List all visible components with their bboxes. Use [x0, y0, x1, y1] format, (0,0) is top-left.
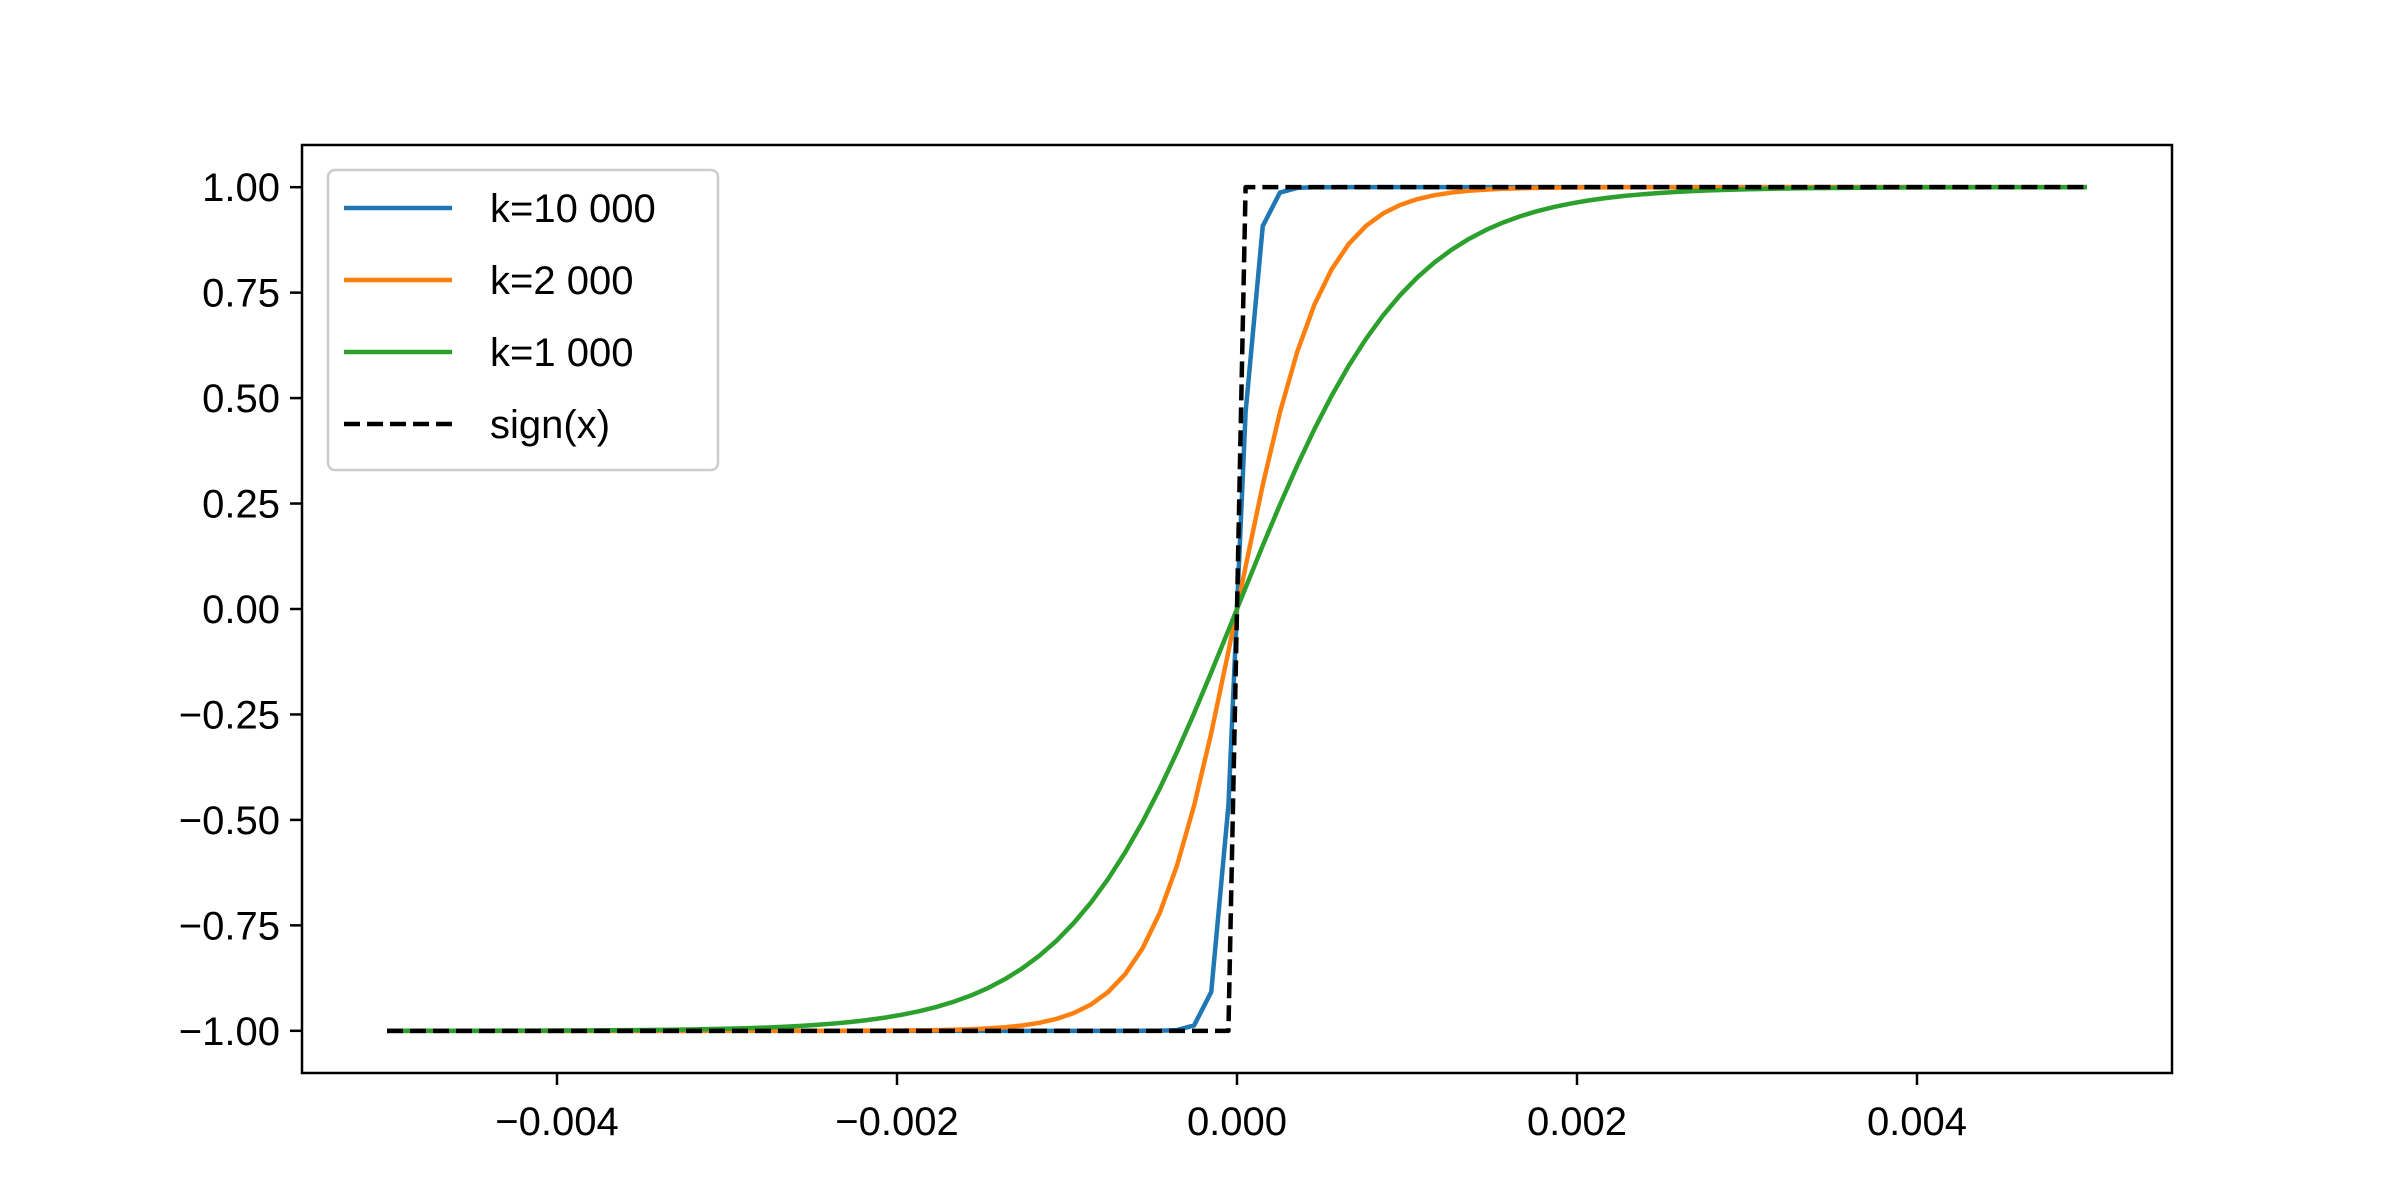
x-tick-label: 0.004 [1867, 1100, 1967, 1144]
x-axis: −0.004 −0.002 0.000 0.002 0.004 [495, 1073, 1967, 1144]
y-axis: 1.00 0.75 0.50 0.25 0.00 −0.25 −0.50 −0.75 −1.00 [179, 166, 302, 1054]
y-tick-label: −0.25 [179, 693, 280, 737]
legend-label-4: sign(x) [490, 403, 610, 447]
y-tick-label: 1.00 [202, 166, 280, 210]
series-layer [386, 184, 2088, 1034]
y-tick-label: −1.00 [179, 1010, 280, 1054]
x-tick-label: 0.002 [1527, 1100, 1627, 1144]
y-tick-label: −0.50 [179, 799, 280, 843]
series-line-4 [387, 184, 2087, 1034]
x-tick-label: 0.000 [1187, 1100, 1287, 1144]
y-tick-label: −0.75 [179, 904, 280, 948]
y-tick-label: 0.25 [202, 483, 280, 527]
legend-label-1: k=10 000 [490, 187, 656, 231]
y-tick-label: 0.75 [202, 272, 280, 316]
y-tick-label: 0.00 [202, 588, 280, 632]
legend: k=10 000 k=2 000 k=1 000 sign(x) [326, 168, 720, 472]
legend-label-3: k=1 000 [490, 331, 633, 375]
legend-label-2: k=2 000 [490, 259, 633, 303]
legend-box [326, 168, 720, 472]
x-tick-label: −0.004 [495, 1100, 618, 1144]
y-tick-label: 0.50 [202, 377, 280, 421]
x-tick-label: −0.002 [835, 1100, 958, 1144]
